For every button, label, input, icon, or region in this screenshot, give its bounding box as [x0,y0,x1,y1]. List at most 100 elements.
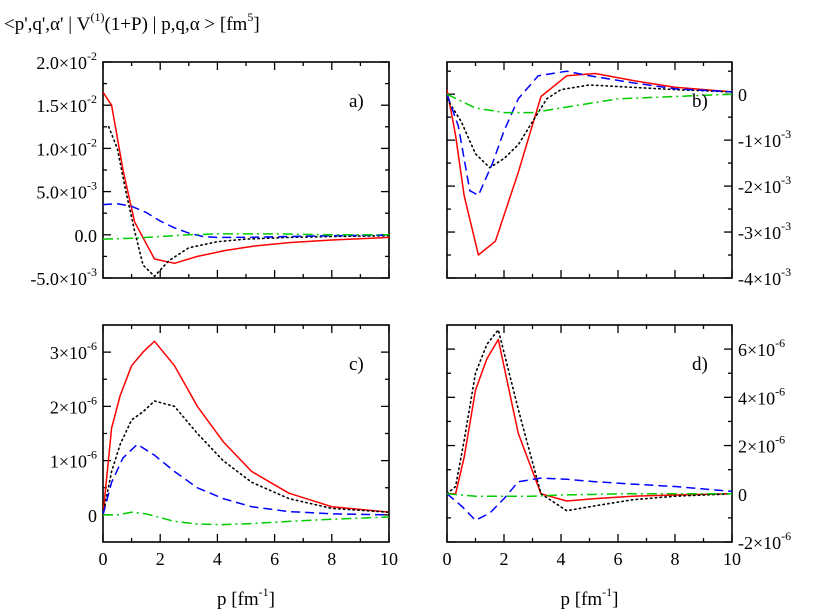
chart-panel-d: 0 2 4 6 8 10p [fm-1]-2×10-602×10-64×10-66×10-… [443,324,791,610]
title-superscript: (1) [90,10,104,24]
y-tick-mantissa: 3×10 [50,343,87,363]
y-tick-exponent: -6 [775,336,785,350]
x-tick-label: 2 [156,549,165,569]
y-tick-label: 2×10-6 [738,433,785,457]
series-group [447,328,732,522]
y-tick-mantissa: 0 [738,485,747,505]
x-tick-label: 6 [614,549,623,569]
y-tick-exponent: -3 [781,173,791,187]
series-line-dashdot [447,93,732,114]
panel-label: a) [349,91,364,112]
y-tick-label: 1×10-6 [50,448,97,472]
x-axis-title-main: p [fm [217,589,259,610]
x-tick-label: 4 [213,549,222,569]
y-tick-exponent: -3 [87,265,97,279]
x-tick-label: 0 [99,549,108,569]
y-tick-mantissa: -5.0×10 [30,269,87,289]
series-line-dotted [107,126,389,278]
y-tick-mantissa: 1.0×10 [36,139,87,159]
y-tick-exponent: -6 [87,448,97,462]
x-tick-label: 2 [500,549,509,569]
y-tick-mantissa: 0.0 [75,226,98,246]
chart-panel-c: 0 2 4 6 8 10p [fm-1]01×10-62×10-63×10-6c) [50,324,398,610]
y-tick-mantissa: 2.0×10 [36,53,87,73]
series-line-dashdot [103,511,389,526]
x-axis-title: p [fm-1] [217,585,275,610]
y-tick-label: -2×10-6 [738,529,791,553]
x-tick-label: 0 [443,549,452,569]
y-tick-label: 6×10-6 [738,336,785,360]
y-tick-mantissa: -2×10 [738,533,781,553]
chart-panel-a: -5.0×10-30.05.0×10-31.0×10-21.5×10-22.0×… [30,49,390,289]
y-tick-mantissa: 5.0×10 [36,183,87,203]
y-tick-mantissa: 6×10 [738,340,775,360]
y-tick-exponent: -6 [775,433,785,447]
plot-frame [102,324,390,543]
y-tick-label: 5.0×10-3 [36,179,97,203]
y-tick-label: 2.0×10-2 [36,49,97,73]
x-axis-title: p [fm-1] [560,585,618,610]
y-tick-mantissa: 0 [88,506,97,526]
y-tick-exponent: -3 [87,179,97,193]
y-tick-exponent: -2 [87,135,97,149]
x-tick-label: 4 [557,549,566,569]
x-tick-label: 6 [270,549,279,569]
y-tick-label: -4×10-3 [738,265,791,289]
y-tick-mantissa: 1.5×10 [36,96,87,116]
y-tick-label: -1×10-3 [738,127,791,151]
y-tick-mantissa: 0 [738,85,747,105]
x-axis-title-end: ] [612,589,618,610]
y-tick-mantissa: -4×10 [738,269,781,289]
x-axis-title-superscript: -1 [602,585,612,599]
y-tick-mantissa: -3×10 [738,223,781,243]
y-tick-label: 0 [738,85,747,105]
y-tick-mantissa: 1×10 [50,452,87,472]
series-line-solid [103,340,389,515]
x-axis-title-end: ] [269,589,275,610]
series-line-dashed [447,70,732,197]
y-tick-label: 4×10-6 [738,384,785,408]
series-line-dotted [103,400,389,516]
panel-label: b) [692,91,708,112]
y-tick-label: 0.0 [75,226,98,246]
x-tick-label: 8 [327,549,336,569]
title-part-left: <p',q',α' | V [4,14,91,35]
y-tick-label: -2×10-3 [738,173,791,197]
y-tick-exponent: -6 [87,393,97,407]
y-tick-label: 1.0×10-2 [36,135,97,159]
y-tick-label: 1.5×10-2 [36,92,97,116]
x-tick-label: 10 [723,549,741,569]
y-tick-exponent: -2 [87,49,97,63]
y-tick-mantissa: -2×10 [738,177,781,197]
y-tick-mantissa: 2×10 [738,437,775,457]
panel-label: c) [349,354,364,375]
y-tick-label: 0 [88,506,97,526]
series-line-solid [103,91,389,265]
y-tick-exponent: -3 [781,127,791,141]
series-group [103,340,389,526]
plot-frame [446,324,733,543]
x-tick-label: 10 [380,549,398,569]
y-tick-exponent: -6 [775,384,785,398]
series-line-solid [447,338,732,502]
x-tick-label: 8 [671,549,680,569]
series-line-dashed [103,443,389,516]
y-tick-exponent: -3 [781,219,791,233]
plot-frame [102,61,390,279]
y-tick-exponent: -6 [87,339,97,353]
y-tick-label: -3×10-3 [738,219,791,243]
title-unit-superscript: 5 [247,10,253,24]
series-line-dashdot [103,233,389,240]
x-axis-title-main: p [fm [560,589,602,610]
title-part-right: (1+P) | p,q,α > [fm [104,14,247,35]
y-tick-exponent: -6 [781,529,791,543]
panels-container: -5.0×10-30.05.0×10-31.0×10-21.5×10-22.0×… [30,49,791,610]
y-tick-label: 3×10-6 [50,339,97,363]
series-line-dashed [103,202,389,239]
y-tick-mantissa: 4×10 [738,388,775,408]
panel-label: d) [692,354,708,375]
y-tick-mantissa: -1×10 [738,131,781,151]
series-group [447,70,732,256]
y-tick-mantissa: 2×10 [50,397,87,417]
